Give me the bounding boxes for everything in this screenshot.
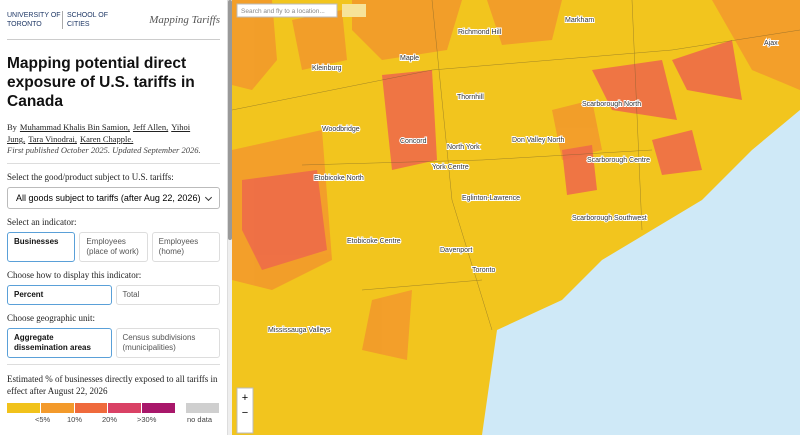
place-label: Woodbridge (322, 126, 360, 133)
title: Mapping potential direct exposure of U.S… (7, 55, 195, 110)
place-label: Davenport (440, 247, 472, 254)
swatch (142, 403, 176, 413)
swatch (108, 403, 142, 413)
place-label: York Centre (432, 164, 469, 171)
swatch (40, 403, 74, 413)
place-label: Etobicoke Centre (347, 238, 401, 245)
header: UNIVERSITY OF TORONTO SCHOOL OF CITIES M… (7, 0, 220, 40)
place-label: Ajax (764, 40, 778, 47)
place-label: North York (447, 144, 480, 151)
map-areas (232, 0, 800, 360)
toggle-option[interactable]: Employees (home) (151, 232, 220, 262)
place-label: Toronto (472, 267, 495, 274)
place-label: Concord (400, 138, 427, 145)
zoom-control (236, 387, 254, 434)
author-link[interactable]: Muhammad Khalis Bin Samion, (19, 122, 130, 132)
site-title[interactable]: Mapping Tariffs (149, 13, 220, 26)
author-link[interactable]: Karen Chapple. (79, 134, 134, 144)
zoom-in[interactable]: + (242, 392, 248, 404)
legend-label: no data (187, 415, 213, 424)
display-options: Percent Total (7, 285, 220, 305)
zoom-out[interactable]: − (242, 407, 248, 419)
byline: By Muhammad Khalis Bin Samion, Jeff Allen,… (7, 121, 220, 145)
legend-label: 10% (67, 415, 83, 424)
toggle-option[interactable]: Employees (place of work) (79, 232, 148, 262)
legend-labels: <5% 10% 20% >30% no data (7, 413, 220, 425)
indicator-label: Select an indicator: (7, 217, 77, 227)
indicator-options: Businesses Employees (place of work) Emplo… (7, 232, 220, 262)
display-label: Choose how to display this indicator: (7, 270, 142, 280)
place-label: Scarborough Centre (587, 157, 650, 164)
toggle-option[interactable]: Census subdivisions (municipalities) (115, 328, 220, 358)
legend-label: >30% (137, 415, 157, 424)
divider (7, 364, 220, 365)
place-label: Eglinton-Lawrence (462, 195, 520, 202)
author-link[interactable]: Jeff Allen, (132, 122, 169, 132)
place-label: Etobicoke North (314, 175, 364, 182)
unit-label: Choose geographic unit: (7, 313, 95, 323)
place-label: Markham (565, 17, 594, 24)
swatch (7, 403, 40, 413)
map[interactable]: Search and fly to a location... + − Mark… (232, 0, 800, 435)
author-link[interactable]: Yihoi Jung, (7, 122, 191, 144)
school-logo[interactable]: SCHOOL OF CITIES (62, 10, 112, 29)
byline-prefix: By (7, 122, 17, 132)
author-link[interactable]: Tara Vinodrai, (28, 134, 77, 144)
published: First published October 2025. Updated Se… (7, 145, 201, 155)
toggle-option[interactable]: Businesses (7, 232, 76, 262)
scrollbar[interactable] (228, 0, 232, 435)
legend-swatches (7, 403, 220, 413)
legend-label: 20% (102, 415, 118, 424)
place-label: Don Valley North (512, 137, 565, 144)
place-label: Richmond Hill (458, 29, 502, 36)
place-label: Scarborough North (582, 101, 641, 108)
search-input[interactable]: Search and fly to a location... (241, 8, 325, 15)
search-box[interactable] (236, 3, 338, 18)
boundaries (232, 0, 800, 331)
university-logo[interactable]: UNIVERSITY OF TORONTO (7, 11, 61, 28)
place-label: Maple (400, 55, 419, 62)
legend-label: <5% (35, 415, 51, 424)
swatch (74, 403, 108, 413)
unit-options: Aggregate dissemination areas Census subd… (7, 328, 220, 358)
product-select[interactable]: All goods subject to tariffs (after Aug … (7, 187, 220, 209)
toggle-option[interactable]: Aggregate dissemination areas (7, 328, 112, 358)
search-button[interactable] (342, 4, 366, 17)
place-label: Scarborough Southwest (572, 215, 647, 222)
place-label: Thornhill (457, 94, 484, 101)
lake (482, 110, 800, 435)
product-label: Select the good/product subject to U.S. … (7, 172, 174, 182)
place-label: Mississauga Valleys (268, 327, 331, 334)
place-label: Kleinburg (312, 65, 342, 72)
swatch (186, 403, 219, 413)
divider (7, 163, 220, 164)
legend-title: Estimated % of businesses directly expos… (7, 374, 218, 396)
map-areas-high (242, 40, 742, 270)
sidebar: UNIVERSITY OF TORONTO SCHOOL OF CITIES M… (0, 0, 228, 435)
toggle-option[interactable]: Total (115, 285, 220, 305)
toggle-option[interactable]: Percent (7, 285, 112, 305)
